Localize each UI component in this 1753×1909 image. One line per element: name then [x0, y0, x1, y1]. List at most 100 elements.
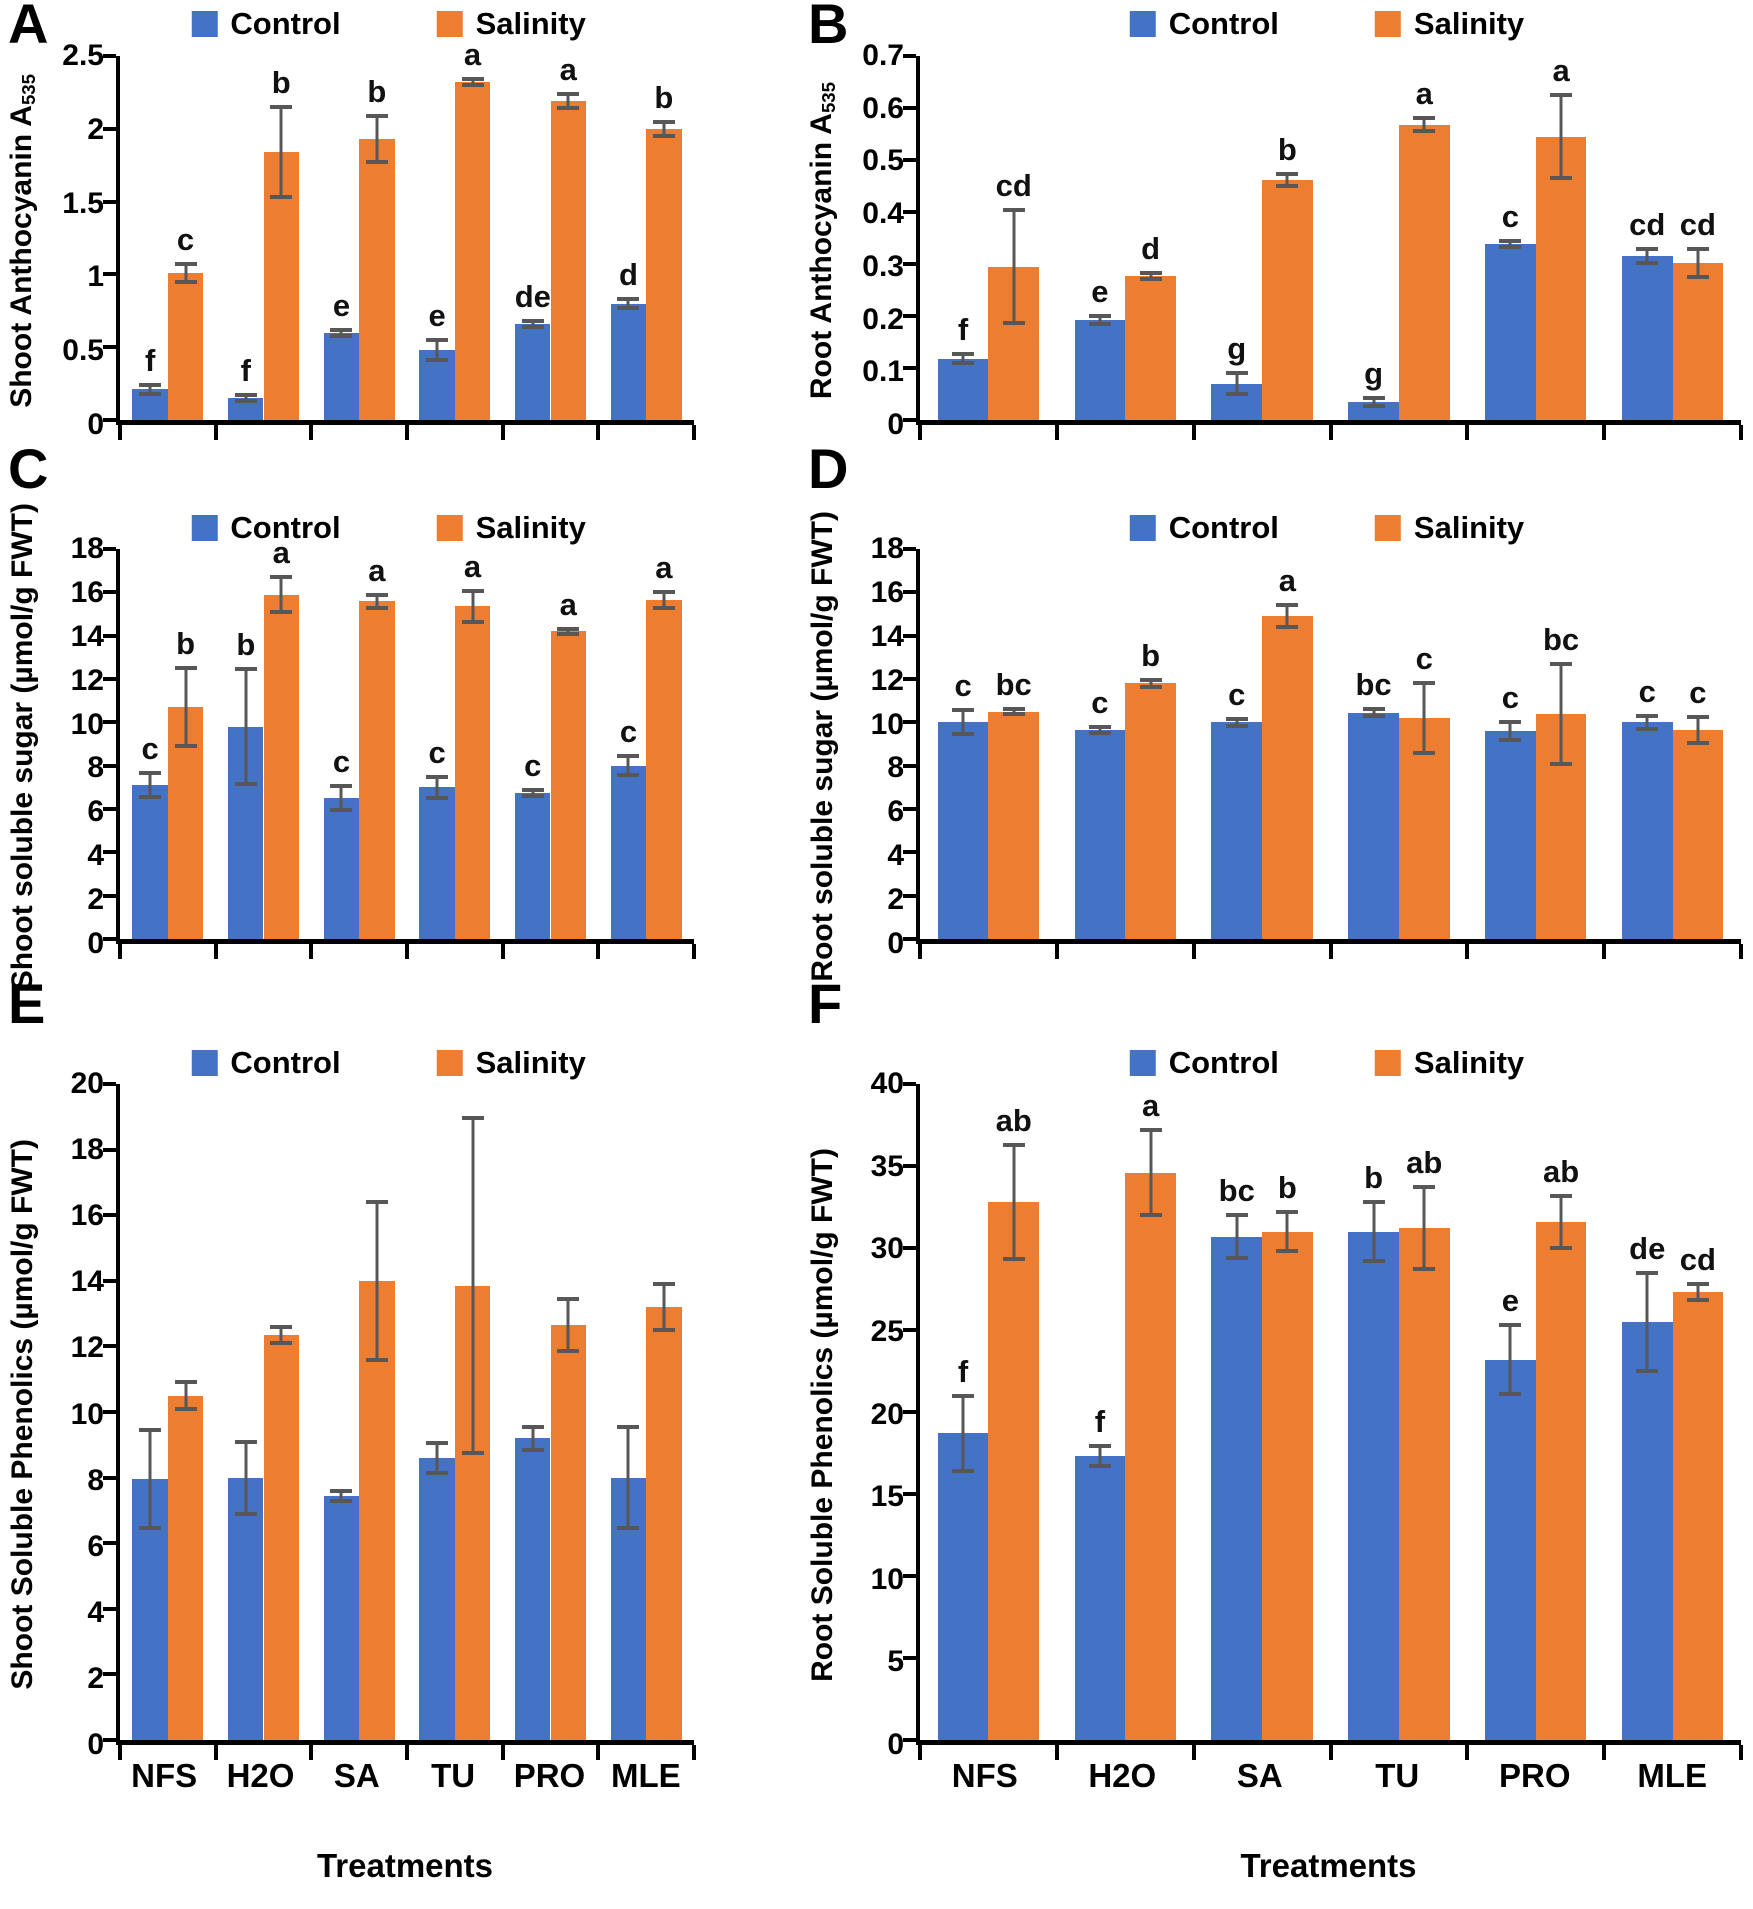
- error-bar-cap-top: [139, 771, 162, 776]
- error-bar-line: [1285, 1211, 1289, 1252]
- sig-letter-control-mle: cd: [1629, 207, 1666, 243]
- sig-letter-salinity-nfs: ab: [995, 1102, 1032, 1138]
- sig-letter-control-pro: de: [514, 279, 551, 314]
- bar-control-mle: [610, 765, 647, 939]
- legend-swatch-salinity: [1374, 10, 1401, 37]
- y-tick-mark: [903, 418, 916, 422]
- x-category-label-h2o: H2O: [226, 1757, 295, 1794]
- sig-letter-salinity-tu: a: [463, 37, 482, 73]
- sig-letter-salinity-tu: a: [463, 549, 482, 585]
- plot-area: c bc c b c a bc c c bc c c: [903, 547, 1743, 959]
- y-tick-label: 18: [70, 532, 104, 565]
- y-tick-mark: [903, 1328, 916, 1332]
- bar-control-nfs: [937, 358, 989, 420]
- y-tick-mark: [103, 199, 116, 204]
- legend-item-salinity: Salinity: [1374, 1047, 1524, 1078]
- error-bar-cap-bottom: [330, 808, 353, 813]
- error-bar-line: [244, 395, 248, 402]
- sig-letter-salinity-sa: a: [368, 552, 386, 588]
- y-axis-label-text: Root Soluble Phenolics (µmol/g FWT): [806, 1148, 839, 1682]
- error-bar-line: [1012, 1144, 1016, 1260]
- legend-label-control: Control: [230, 6, 341, 41]
- sig-letter-control-tu: g: [1364, 355, 1384, 391]
- sig-letter-control-pro: e: [1501, 1283, 1520, 1319]
- panel-letter: D: [808, 437, 849, 500]
- plot-area: c b b a c a c a c a c a: [103, 537, 696, 959]
- y-axis-label: Root Soluble Phenolics (µmol/g FWT): [800, 1084, 846, 1745]
- error-bar-cap-top: [234, 667, 257, 672]
- error-bar-line: [1508, 722, 1512, 740]
- y-tick-mark: [103, 1278, 116, 1283]
- error-bar-cap-bottom: [1636, 1369, 1659, 1373]
- bar-salinity-sa: [1262, 179, 1313, 420]
- panel-C: C Control Salinity Shoot soluble sugar (µmo…: [0, 441, 800, 990]
- legend: Control Salinity: [1129, 6, 1524, 41]
- panel-F: F Control Salinity Root Soluble Phenolics (…: [800, 976, 1753, 1909]
- error-bar-line: [961, 354, 965, 363]
- bar-control-h2o: [1074, 320, 1126, 420]
- panel-E: E Control Salinity Shoot Soluble Phenolics …: [0, 976, 800, 1909]
- error-bar-line: [339, 786, 343, 811]
- error-bar-cap-bottom: [330, 1498, 353, 1503]
- y-tick-label: 2: [87, 1661, 104, 1695]
- x-tick-mark: [118, 1745, 122, 1760]
- error-bar-cap-top: [1002, 1142, 1025, 1147]
- x-category-label-nfs: NFS: [951, 1757, 1018, 1794]
- y-tick-label: 10: [70, 707, 104, 741]
- error-bar-cap-top: [1550, 1193, 1573, 1198]
- x-category-label-tu: TU: [1375, 1757, 1420, 1794]
- x-tick-mark: [309, 425, 314, 440]
- error-bar-line: [471, 591, 475, 622]
- error-bar-cap-bottom: [1225, 723, 1248, 728]
- error-bar-cap-bottom: [174, 744, 197, 749]
- error-bar-cap-bottom: [139, 391, 162, 396]
- sig-letter-control-nfs: f: [957, 1353, 969, 1389]
- error-bar-cap-bottom: [652, 134, 675, 139]
- error-bar-cap-top: [1686, 714, 1709, 719]
- error-bar-cap-top: [461, 589, 484, 594]
- error-bar-cap-bottom: [234, 782, 257, 787]
- legend-label-control: Control: [1168, 1045, 1279, 1080]
- error-bar-line: [435, 339, 439, 361]
- y-tick-mark: [103, 1738, 116, 1742]
- x-category-label-pro: PRO: [1498, 1757, 1571, 1794]
- x-tick-mark: [1602, 944, 1607, 959]
- bar-salinity-sa: [359, 139, 395, 420]
- error-bar-cap-top: [139, 383, 162, 388]
- sig-letter-salinity-sa: b: [1277, 131, 1297, 167]
- x-tick-mark: [1602, 1745, 1607, 1760]
- legend-swatch-control: [191, 10, 218, 37]
- error-bar-line: [626, 1426, 630, 1529]
- error-bar-line: [339, 329, 343, 336]
- error-bar-line: [1149, 1129, 1153, 1216]
- error-bar-line: [1422, 1187, 1426, 1270]
- y-tick-label: 2: [887, 883, 904, 917]
- error-bar-cap-top: [139, 1428, 162, 1433]
- x-category-label-mle: MLE: [610, 1757, 681, 1794]
- sig-letter-control-sa: c: [332, 744, 351, 780]
- y-tick-mark: [903, 547, 916, 551]
- bar-salinity-pro: [1535, 1221, 1587, 1740]
- error-bar-cap-top: [652, 590, 675, 595]
- x-axis-labels: NFS H2O SA TU PRO MLE: [916, 1757, 1741, 1801]
- y-tick-label: 8: [87, 751, 104, 785]
- legend-swatch-salinity: [436, 1049, 463, 1076]
- panel-header: D Control Salinity: [800, 441, 1741, 549]
- legend-label-control: Control: [1168, 6, 1279, 41]
- error-bar-cap-bottom: [1002, 1257, 1025, 1262]
- error-bar-line: [184, 264, 188, 282]
- error-bar-cap-bottom: [1225, 392, 1248, 397]
- error-bar-line: [626, 299, 630, 308]
- error-bar-cap-top: [1499, 239, 1522, 244]
- x-tick-mark: [692, 944, 696, 959]
- y-axis-label-subscript: 535: [818, 81, 840, 113]
- error-bar-cap-top: [652, 119, 675, 124]
- error-bar-cap-top: [365, 113, 388, 118]
- error-bar-cap-top: [557, 627, 580, 632]
- bar-control-pro: [1485, 244, 1536, 420]
- x-tick-mark: [1739, 1745, 1743, 1760]
- sig-letter-control-sa: e: [332, 287, 351, 323]
- error-bar-cap-top: [1636, 247, 1659, 252]
- error-bar-cap-top: [1413, 681, 1436, 686]
